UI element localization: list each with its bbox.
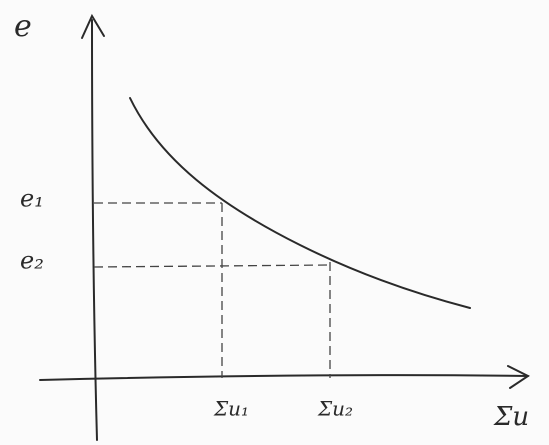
y-axis-label: e	[14, 9, 32, 44]
diagram: e e₁ e₂ Σu₁ Σu₂ Σu	[0, 0, 549, 445]
x-axis-label: Σu	[493, 402, 529, 432]
x-tick-label: Σu₁	[213, 397, 249, 421]
y-tick-label: e₂	[20, 247, 44, 275]
x-tick-label: Σu₂	[317, 397, 353, 421]
y-tick-label: e₁	[20, 185, 44, 213]
